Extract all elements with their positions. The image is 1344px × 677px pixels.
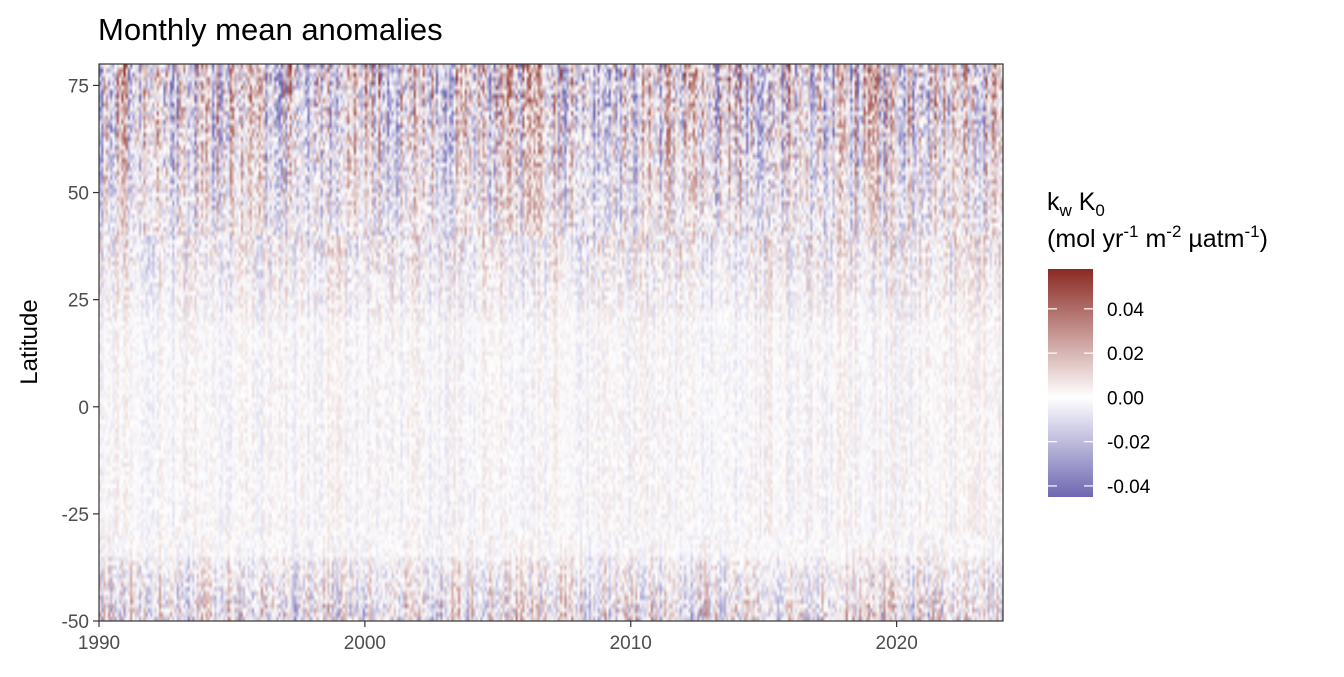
legend-title-line1: kw K0 <box>1047 188 1105 220</box>
x-tick-label: 2020 <box>876 633 918 654</box>
y-tick-label: 0 <box>78 398 89 419</box>
legend-title-text: ) <box>1260 225 1268 253</box>
y-axis-title: Latitude <box>16 299 43 384</box>
legend-title-k: k <box>1047 188 1060 216</box>
legend-title-K-sub: 0 <box>1095 201 1104 220</box>
y-tick-label: 75 <box>68 76 89 97</box>
legend-title-text: m <box>1139 225 1167 253</box>
y-tick-label: -25 <box>62 505 89 526</box>
legend: kw K0 (mol yr-1 m-2 µatm-1) 0.040.020.00… <box>1047 188 1268 498</box>
legend-title-sup: -1 <box>1123 222 1138 241</box>
legend-title-sup: -2 <box>1166 222 1181 241</box>
legend-tick-label: 0.00 <box>1107 388 1144 409</box>
y-tick-label: 25 <box>68 291 89 312</box>
legend-tick-label: -0.02 <box>1107 433 1150 454</box>
legend-tick-label: 0.02 <box>1107 344 1144 365</box>
legend-tick-label: 0.04 <box>1107 300 1144 321</box>
legend-colorbar <box>1048 269 1093 497</box>
x-tick-label: 1990 <box>78 633 120 654</box>
legend-title-K: K <box>1072 188 1096 216</box>
x-tick-label: 2000 <box>344 633 386 654</box>
legend-tick-label: -0.04 <box>1107 477 1151 498</box>
legend-ticks: 0.04 0.02 0.00 -0.02 -0.04 <box>1048 300 1151 498</box>
legend-title-line2: (mol yr-1 m-2 µatm-1) <box>1047 222 1268 253</box>
x-tick-label: 2010 <box>610 633 652 654</box>
heatmap-image <box>99 64 1003 621</box>
y-tick-label: -50 <box>62 612 89 633</box>
legend-title-k-sub: w <box>1059 201 1073 220</box>
y-axis: 75 50 25 0 -25 -50 <box>62 76 99 633</box>
heatmap-panel <box>98 63 1004 622</box>
legend-title-text: (mol yr <box>1047 225 1123 253</box>
legend-title-sup: -1 <box>1244 222 1259 241</box>
panel-border <box>98 63 1004 622</box>
chart-title: Monthly mean anomalies <box>98 12 443 47</box>
y-tick-label: 50 <box>68 184 89 205</box>
x-axis: 1990 2000 2010 2020 <box>78 621 918 654</box>
legend-title-text: µatm <box>1181 225 1244 253</box>
